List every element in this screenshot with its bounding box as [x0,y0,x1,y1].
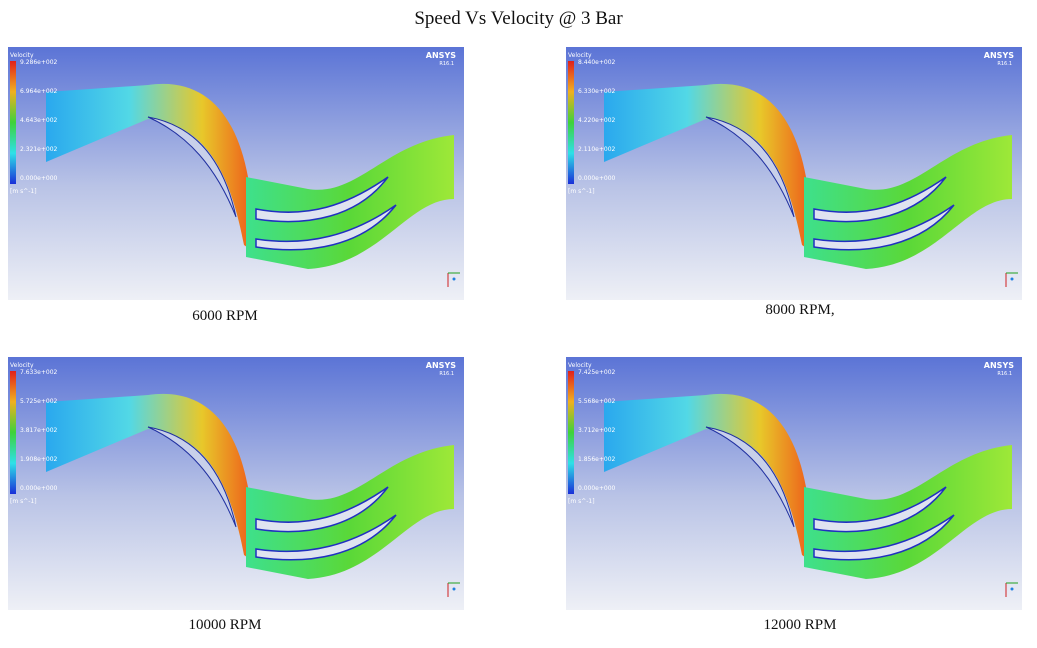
version: R16.1 [997,371,1012,377]
legend-label: 3.712e+002 [578,427,616,434]
axis-z [453,588,456,591]
caption: 6000 RPM [75,308,375,325]
logo: ANSYS [984,51,1014,60]
legend-unit: [m s^-1] [10,498,37,505]
colorbar [10,61,16,184]
legend-label: 8.440e+002 [578,59,616,66]
legend-label: 7.425e+002 [578,369,616,376]
legend-unit: [m s^-1] [10,188,37,195]
axis-z [1011,278,1014,281]
logo: ANSYS [426,51,456,60]
legend-label: 2.321e+002 [20,146,58,153]
legend-label: 4.643e+002 [20,117,58,124]
legend-title: Velocity [10,362,34,369]
version: R16.1 [439,371,454,377]
logo: ANSYS [984,361,1014,370]
colorbar [568,371,574,494]
caption: 10000 RPM [75,617,375,634]
legend-label: 2.110e+002 [578,146,616,153]
figure-title: Speed Vs Velocity @ 3 Bar [0,8,1037,30]
caption: 12000 RPM [650,617,950,634]
axis-z [453,278,456,281]
legend-label: 0.000e+000 [20,175,58,182]
figure: Speed Vs Velocity @ 3 Bar Velocity9.286e… [0,0,1037,648]
colorbar [568,61,574,184]
legend-label: 6.330e+002 [578,88,616,95]
legend-unit: [m s^-1] [568,188,595,195]
legend-label: 1.856e+002 [578,456,616,463]
legend-label: 0.000e+000 [578,485,616,492]
legend-label: 7.633e+002 [20,369,58,376]
legend-label: 9.286e+002 [20,59,58,66]
legend-label: 5.725e+002 [20,398,58,405]
version: R16.1 [997,61,1012,67]
logo: ANSYS [426,361,456,370]
version: R16.1 [439,61,454,67]
legend-label: 6.964e+002 [20,88,58,95]
axis-z [1011,588,1014,591]
legend-label: 5.568e+002 [578,398,616,405]
legend-label: 0.000e+000 [20,485,58,492]
legend-label: 0.000e+000 [578,175,616,182]
legend-label: 3.817e+002 [20,427,58,434]
legend-title: Velocity [568,52,592,59]
caption: 8000 RPM, [650,302,950,319]
colorbar [10,371,16,494]
legend-title: Velocity [568,362,592,369]
legend-label: 1.908e+002 [20,456,58,463]
legend-unit: [m s^-1] [568,498,595,505]
legend-title: Velocity [10,52,34,59]
legend-label: 4.220e+002 [578,117,616,124]
